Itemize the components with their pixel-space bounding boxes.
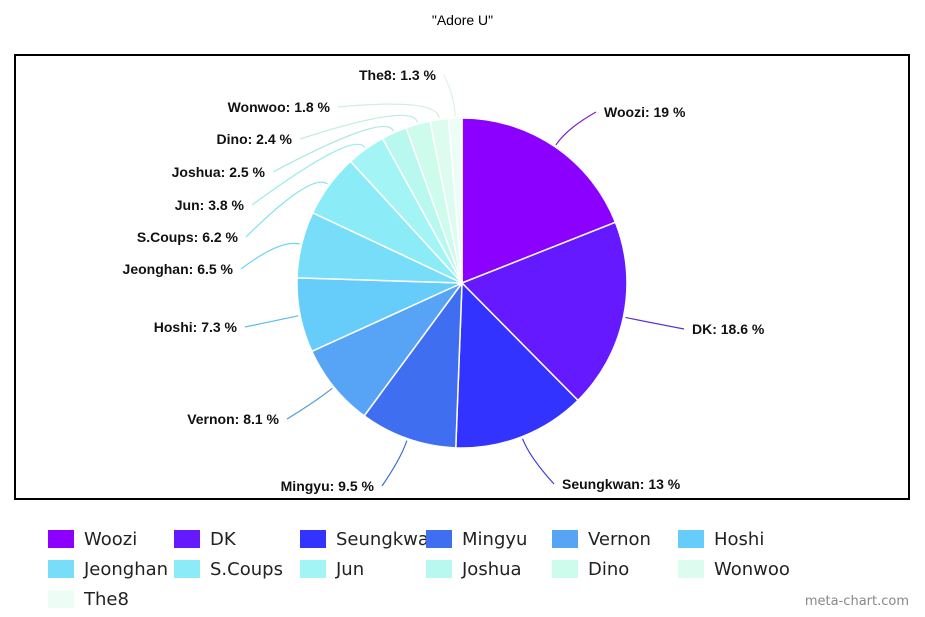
legend-label: Mingyu [462, 528, 528, 550]
leader-line [337, 103, 440, 118]
leader-line [244, 315, 299, 328]
legend-label: Joshua [462, 558, 522, 580]
legend-label: Hoshi [714, 528, 765, 550]
legend-item: S.Coups [174, 558, 300, 580]
slice-label: DK: 18.6 % [692, 321, 765, 337]
legend-swatch [426, 530, 452, 548]
leader-line [272, 125, 394, 173]
leader-line [521, 438, 555, 485]
chart-title: "Adore U" [431, 12, 494, 28]
legend-swatch [552, 530, 578, 548]
legend-label: Jeonghan [84, 558, 169, 580]
legend-swatch [174, 560, 200, 578]
plot-area [14, 54, 910, 500]
legend-label: Jun [336, 558, 365, 580]
legend-swatch [300, 530, 326, 548]
legend-item: Woozi [48, 528, 174, 550]
pie-slice-woozi [461, 117, 617, 285]
leader-line [251, 143, 366, 206]
legend-swatch [678, 530, 704, 548]
legend-swatch [48, 590, 74, 608]
leader-line [240, 242, 300, 270]
legend-item: Jeonghan [48, 558, 174, 580]
leader-line [443, 74, 456, 117]
slice-label: The8: 1.3 % [359, 67, 437, 83]
legend-item: DK [174, 528, 300, 550]
credit-text: meta-chart.com [804, 594, 909, 609]
slice-label: Wonwoo: 1.8 % [228, 99, 331, 115]
leader-line [625, 316, 685, 330]
slice-label: Hoshi: 7.3 % [154, 319, 238, 335]
legend-label: Vernon [588, 528, 651, 550]
legend-item: Dino [552, 558, 678, 580]
pie-slice-mingyu [363, 280, 463, 449]
legend-item: Hoshi [678, 528, 804, 550]
legend-item: Seungkwan [300, 528, 440, 550]
legend-swatch [48, 560, 74, 578]
legend-item: Mingyu [426, 528, 552, 550]
slice-label: Joshua: 2.5 % [172, 164, 266, 180]
slice-label: Dino: 2.4 % [217, 131, 293, 147]
legend-label: The8 [84, 588, 129, 610]
slice-label: Seungkwan: 13 % [562, 476, 681, 492]
slice-label: Vernon: 8.1 % [187, 411, 279, 427]
legend-label: Woozi [84, 528, 138, 550]
slice-label: S.Coups: 6.2 % [137, 229, 239, 245]
legend-label: Dino [588, 558, 630, 580]
legend-item: Vernon [552, 528, 678, 550]
legend-item: Joshua [426, 558, 552, 580]
slice-label: Mingyu: 9.5 % [281, 478, 375, 494]
legend-label: Wonwoo [714, 558, 790, 580]
legend-label: S.Coups [210, 558, 283, 580]
legend-label: DK [210, 528, 236, 550]
slice-label: Jeonghan: 6.5 % [123, 261, 234, 277]
legend-swatch [48, 530, 74, 548]
pie-slice-seungkwan [455, 281, 580, 449]
leader-line [299, 114, 418, 140]
slice-label: Jun: 3.8 % [175, 197, 245, 213]
leader-line [245, 181, 328, 238]
legend-item: The8 [48, 588, 174, 610]
legend-item: Jun [300, 558, 426, 580]
legend-swatch [426, 560, 452, 578]
legend-swatch [300, 560, 326, 578]
legend-swatch [174, 530, 200, 548]
slice-label: Woozi: 19 % [604, 104, 686, 120]
legend-item: Wonwoo [678, 558, 804, 580]
legend: Woozi DK Seungkwan Mingyu Vernon Hoshi Jeongha… [48, 528, 908, 610]
leader-line [555, 111, 597, 146]
legend-label: Seungkwan [336, 528, 441, 550]
pie-slice-the8 [447, 117, 463, 284]
legend-swatch [678, 560, 704, 578]
pie-slice-dk [460, 221, 628, 402]
legend-swatch [552, 560, 578, 578]
leader-line [381, 440, 408, 487]
leader-line [286, 387, 333, 420]
